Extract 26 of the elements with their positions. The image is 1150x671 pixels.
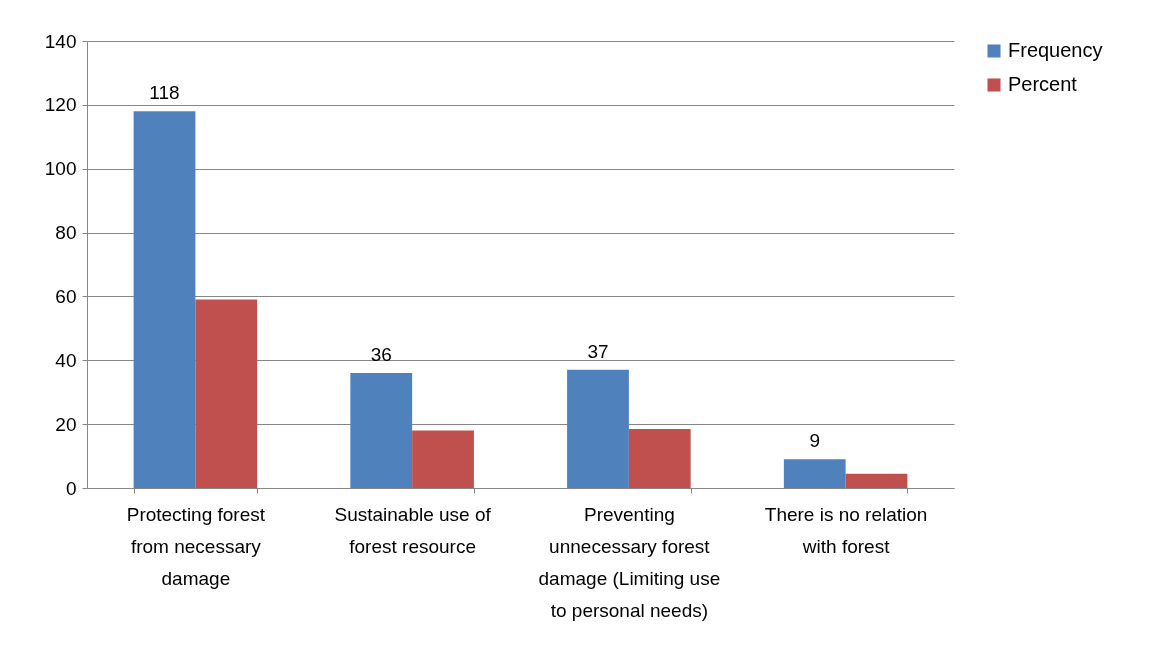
bar	[412, 430, 474, 488]
y-tick-label: 120	[44, 94, 77, 116]
bar	[133, 111, 196, 488]
data-label: 118	[149, 82, 180, 104]
legend-label: Percent	[1008, 73, 1078, 95]
data-label: 36	[370, 344, 392, 366]
y-tick-label: 100	[44, 158, 77, 180]
x-tick-label: Preventing unnecessary forest damage (Limiting use to personal needs)	[538, 503, 721, 621]
bar	[845, 473, 908, 488]
y-tick-label: 40	[55, 349, 77, 371]
bar	[350, 373, 413, 488]
x-tick-label: Protecting forest from necessary damage	[126, 503, 266, 589]
y-tick-label: 20	[55, 413, 77, 435]
data-label: 9	[809, 430, 821, 452]
bar	[567, 369, 629, 488]
y-tick-label: 0	[65, 477, 77, 499]
bar	[628, 428, 691, 488]
x-tick-label: There is no relation with forest	[764, 503, 928, 557]
legend-label: Frequency	[1008, 39, 1103, 61]
bar	[195, 299, 258, 488]
y-tick-label: 60	[55, 285, 77, 307]
data-label: 37	[587, 340, 609, 362]
x-tick-label: Sustainable use of forest resource	[334, 503, 492, 557]
bar	[783, 459, 846, 488]
y-tick-label: 80	[55, 222, 77, 244]
y-tick-label: 140	[44, 30, 77, 52]
